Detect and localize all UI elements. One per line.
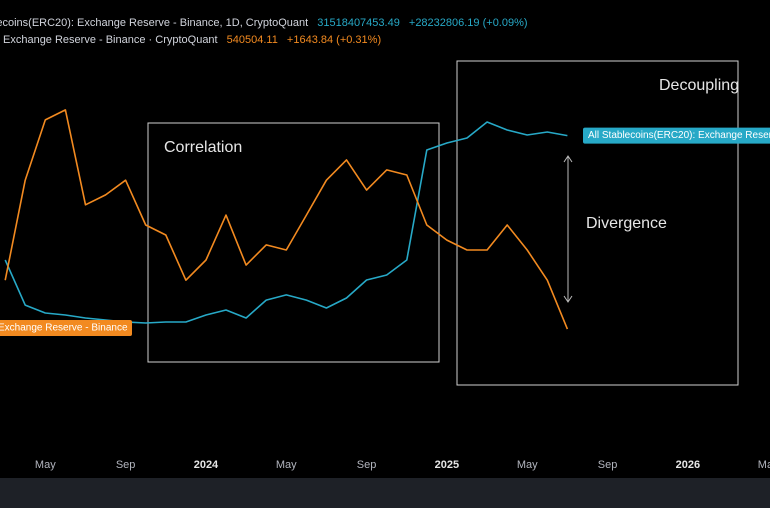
x-tick-label: May xyxy=(276,459,297,471)
series-line xyxy=(4,109,569,330)
x-tick-label: May xyxy=(35,459,56,471)
legend-entry: All Stablecoins(ERC20): Exchange Reserve… xyxy=(0,17,528,29)
x-tick-label: Sep xyxy=(116,459,136,471)
series-line xyxy=(4,121,568,324)
series-tag-label: Exchange Reserve - Binance xyxy=(0,323,128,334)
legend-value: 540504.11 xyxy=(227,34,278,46)
x-tick-label: 2026 xyxy=(676,459,700,471)
legend-value: 31518407453.49 xyxy=(317,17,400,29)
series-tag xyxy=(0,320,132,336)
annotation: Decoupling xyxy=(659,77,739,94)
correlation-box xyxy=(147,122,440,363)
series-tag xyxy=(583,127,770,144)
x-tick-label: May xyxy=(758,459,770,471)
series-tag-label: All Stablecoins(ERC20): Exchange Reserve… xyxy=(588,130,770,141)
annotation: Divergence xyxy=(586,215,667,232)
decoupling-box xyxy=(456,60,739,386)
x-tick-label: 2024 xyxy=(194,459,219,471)
legend-entry: Exchange Reserve - Binance · CryptoQuant… xyxy=(3,34,381,46)
legend-change: +1643.84 (+0.31%) xyxy=(287,34,381,46)
x-tick-label: Sep xyxy=(598,459,618,471)
x-tick-label: 2025 xyxy=(435,459,459,471)
annotation: Correlation xyxy=(164,139,242,156)
legend-change: +28232806.19 (+0.09%) xyxy=(409,17,528,29)
legend-name: Exchange Reserve - Binance · CryptoQuant xyxy=(3,34,218,46)
legend-name: All Stablecoins(ERC20): Exchange Reserve… xyxy=(0,17,308,29)
bottom-bar xyxy=(0,478,770,508)
x-tick-label: May xyxy=(517,459,538,471)
x-tick-label: Sep xyxy=(357,459,377,471)
divergence-arrow xyxy=(563,155,573,303)
